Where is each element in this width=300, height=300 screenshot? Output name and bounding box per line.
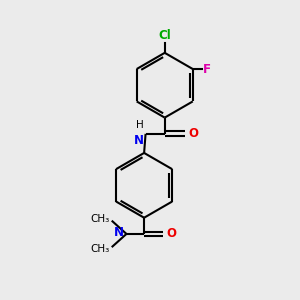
Text: CH₃: CH₃ bbox=[90, 214, 110, 224]
Text: H: H bbox=[136, 120, 144, 130]
Text: CH₃: CH₃ bbox=[90, 244, 110, 254]
Text: F: F bbox=[203, 62, 211, 76]
Text: O: O bbox=[166, 227, 176, 240]
Text: Cl: Cl bbox=[158, 28, 171, 42]
Text: O: O bbox=[188, 127, 198, 140]
Text: N: N bbox=[134, 134, 144, 147]
Text: N: N bbox=[114, 226, 124, 239]
